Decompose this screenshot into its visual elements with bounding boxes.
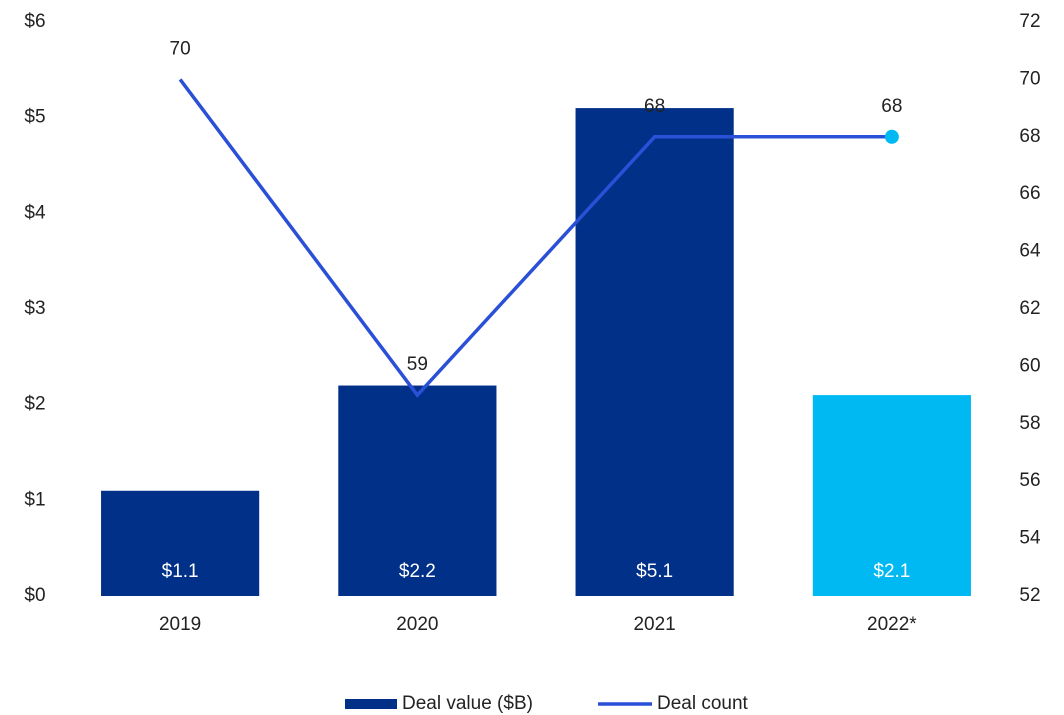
bar [812,395,971,596]
y-tick-label: $5 [24,107,45,128]
line [178,78,892,398]
y2-tick-label: 54 [1019,528,1041,549]
bar-value-label: $2.2 [399,561,436,582]
y2-tick-label: 62 [1019,298,1040,319]
y-tick-label: $4 [24,202,46,223]
y2-tick-label: 66 [1019,183,1040,204]
legend-label: Deal count [657,693,749,714]
y-tick-label: $0 [24,585,45,606]
x-tick-label: 2021 [633,614,675,635]
bar-value-label: $5.1 [636,561,673,582]
x-tick-label: 2019 [159,614,201,635]
x-tick-label: 2020 [396,614,438,635]
bar [101,490,260,596]
y2-tick-label: 64 [1019,241,1041,262]
y2-tick-label: 70 [1019,68,1040,89]
line-value-label: 70 [170,38,191,59]
y2-tick-label: 72 [1019,11,1040,32]
y2-tick-label: 60 [1019,355,1040,376]
y2-tick-label: 52 [1019,585,1040,606]
y2-tick-label: 58 [1019,413,1040,434]
y2-tick-label: 56 [1019,470,1040,491]
y2-tick-label: 68 [1019,126,1040,147]
bar [338,385,497,596]
y-tick-label: $6 [24,11,45,32]
bar-value-label: $1.1 [162,561,199,582]
bar-value-label: $2.1 [873,561,910,582]
line-value-label: 59 [407,354,428,375]
line-value-label: 68 [644,96,665,117]
bar [575,108,734,596]
x-tick-label: 2022* [867,614,917,635]
line-value-label: 68 [881,96,902,117]
legend-swatch [345,699,397,709]
legend-label: Deal value ($B) [402,693,533,714]
y-tick-label: $2 [24,394,45,415]
line-marker [884,129,899,144]
y-tick-label: $3 [24,298,45,319]
y-tick-label: $1 [24,489,45,510]
